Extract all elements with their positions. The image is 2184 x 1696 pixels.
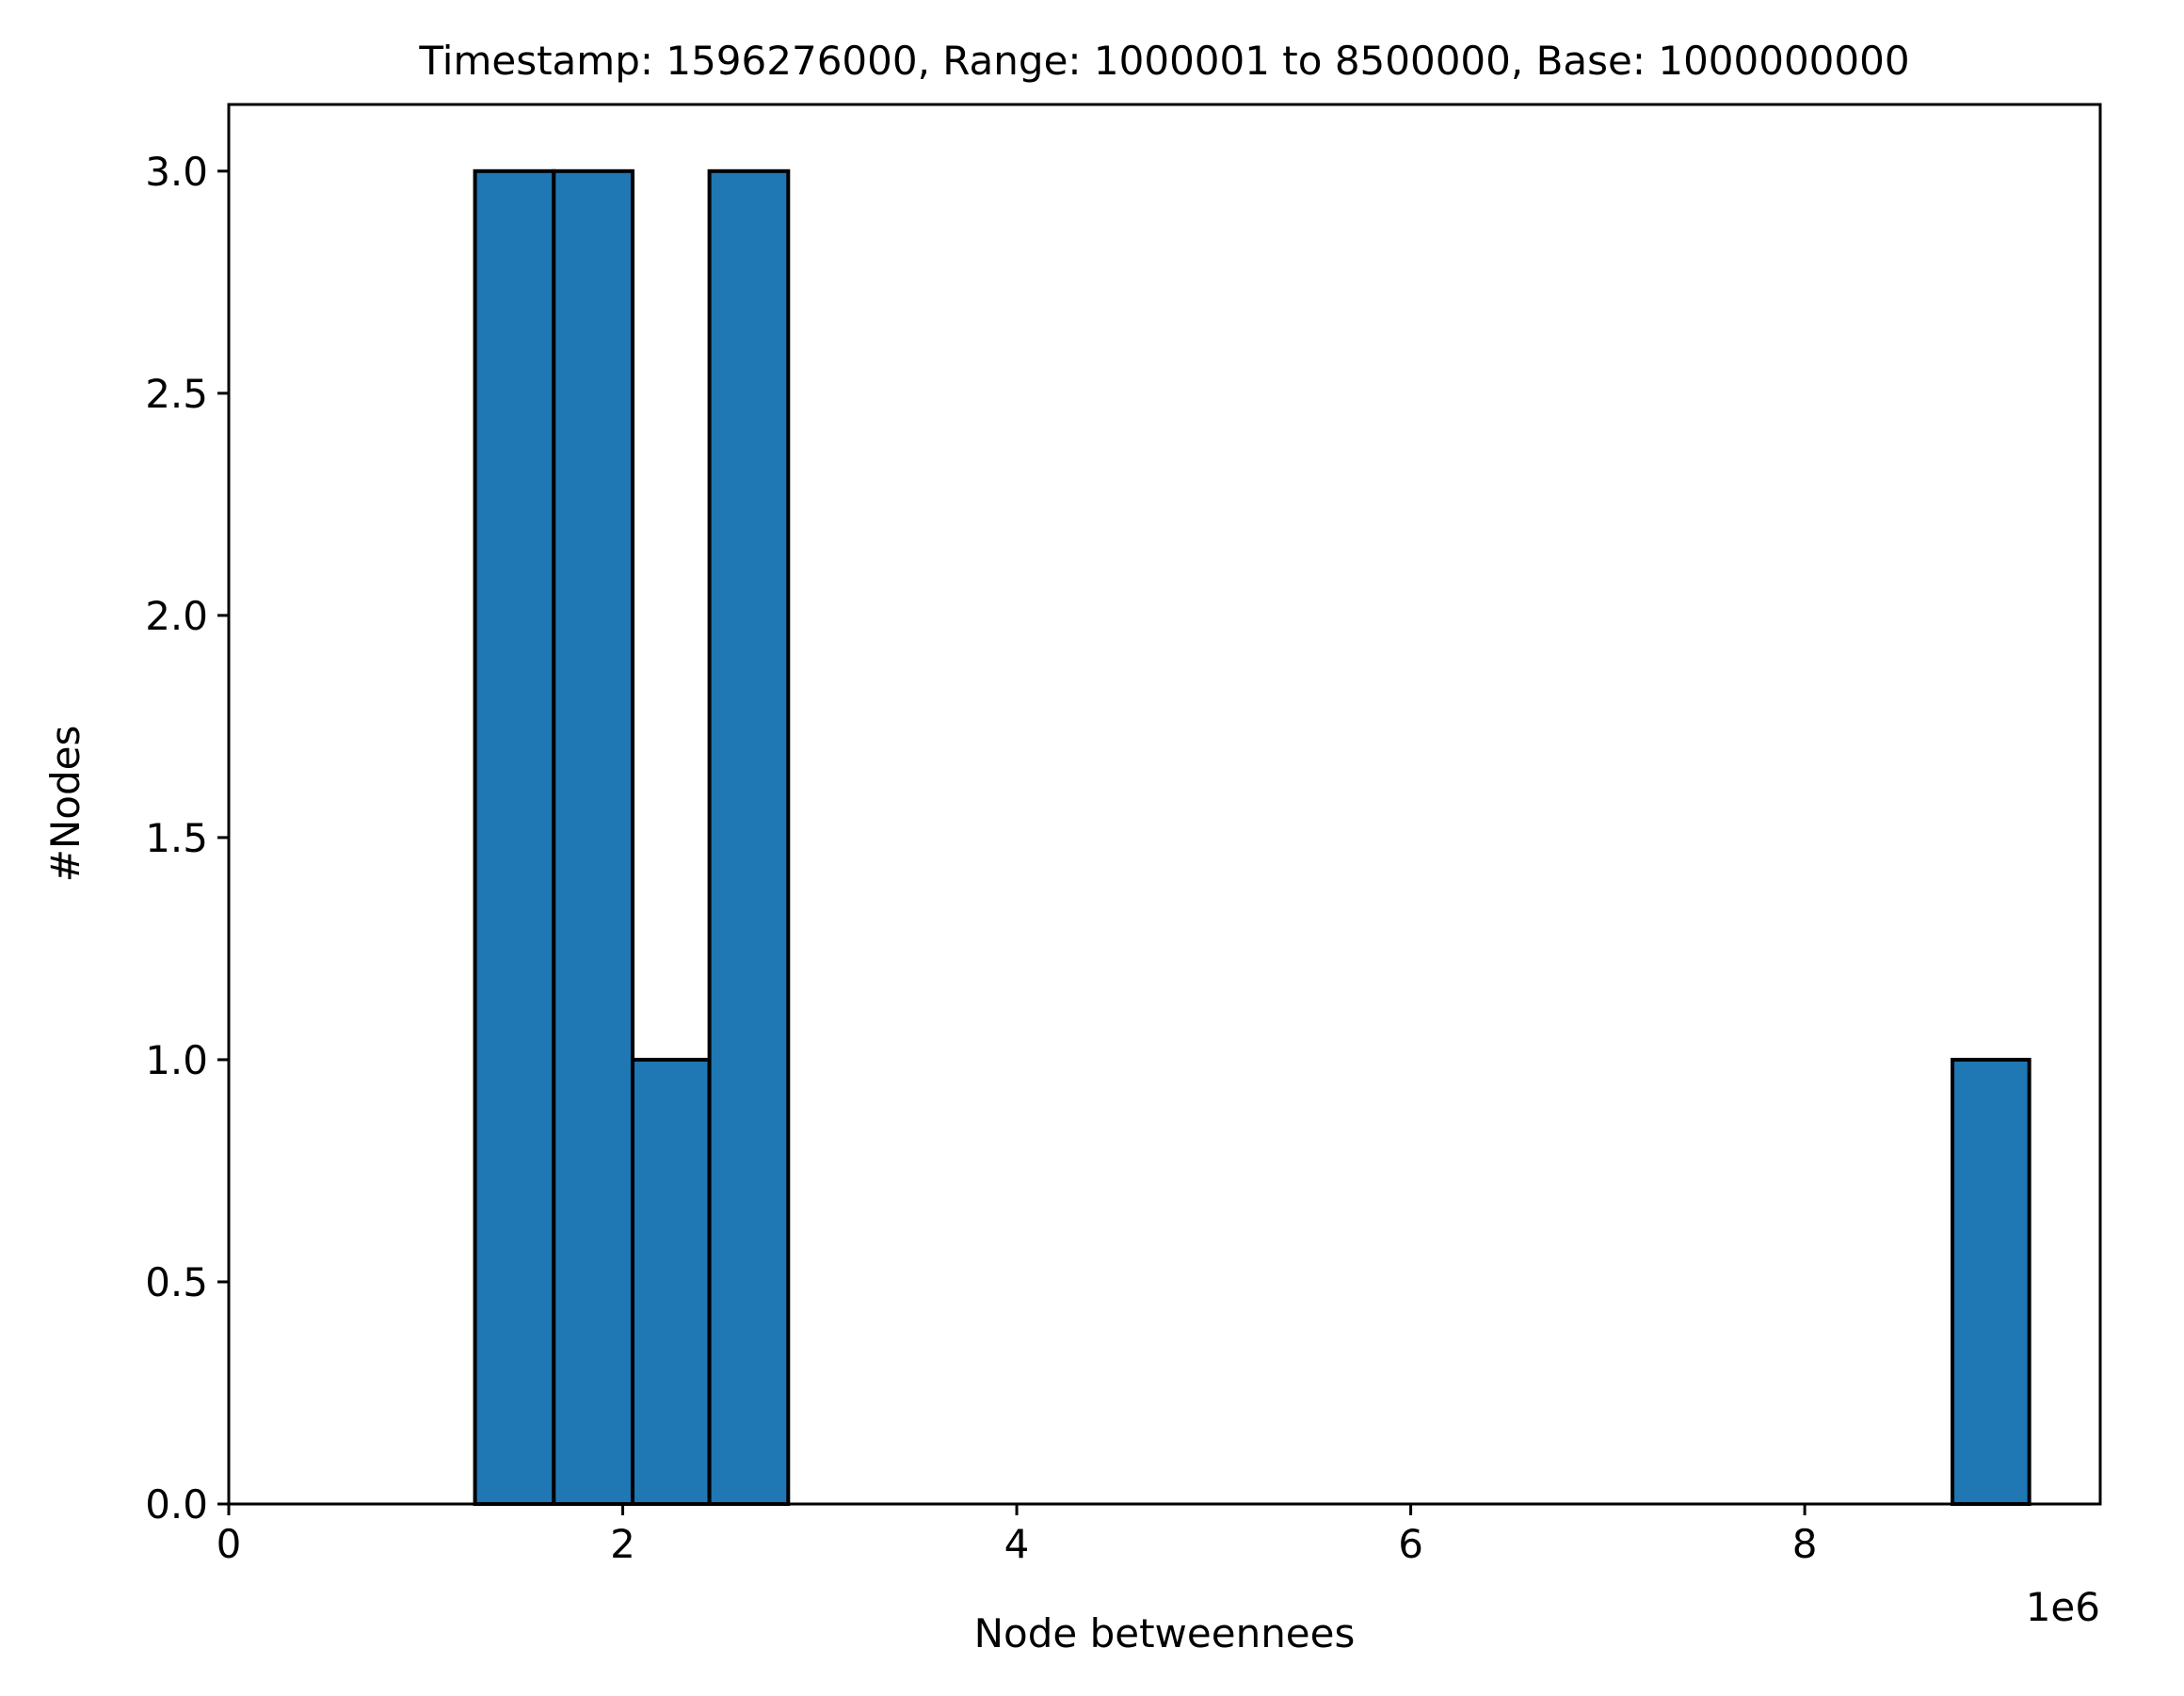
x-axis-offset-label: 1e6 — [2026, 1584, 2100, 1630]
y-tick-label-0: 0.0 — [145, 1481, 208, 1528]
chart-title: Timestamp: 1596276000, Range: 1000001 to… — [418, 38, 1909, 84]
x-axis-label: Node betweennees — [974, 1610, 1356, 1656]
histogram-bar-5 — [1951, 1057, 2031, 1507]
histogram-bar-2 — [630, 1057, 712, 1507]
y-tick-label-5: 2.5 — [145, 371, 208, 417]
plot-frame — [227, 103, 2102, 1506]
x-tick-label-3: 6 — [1398, 1521, 1423, 1567]
y-tick-label-3: 1.5 — [145, 815, 208, 861]
x-tick-label-4: 8 — [1792, 1521, 1818, 1567]
histogram-bar-3 — [707, 168, 791, 1506]
y-tick-label-4: 2.0 — [145, 593, 208, 639]
ticks-layer: 0 2 4 6 8 0.0 0.5 1.0 1.5 2.0 2.5 3.0 — [145, 149, 1817, 1567]
y-axis-label: #Nodes — [42, 726, 88, 883]
x-tick-label-1: 2 — [610, 1521, 635, 1567]
bars-layer — [473, 168, 2031, 1507]
x-tick-label-0: 0 — [217, 1521, 242, 1567]
y-tick-label-2: 1.0 — [145, 1037, 208, 1083]
y-tick-label-1: 0.5 — [145, 1259, 208, 1305]
x-tick-label-2: 4 — [1004, 1521, 1030, 1567]
histogram-bar-0 — [473, 168, 556, 1506]
y-tick-label-6: 3.0 — [145, 149, 208, 195]
histogram-bar-1 — [552, 168, 634, 1506]
